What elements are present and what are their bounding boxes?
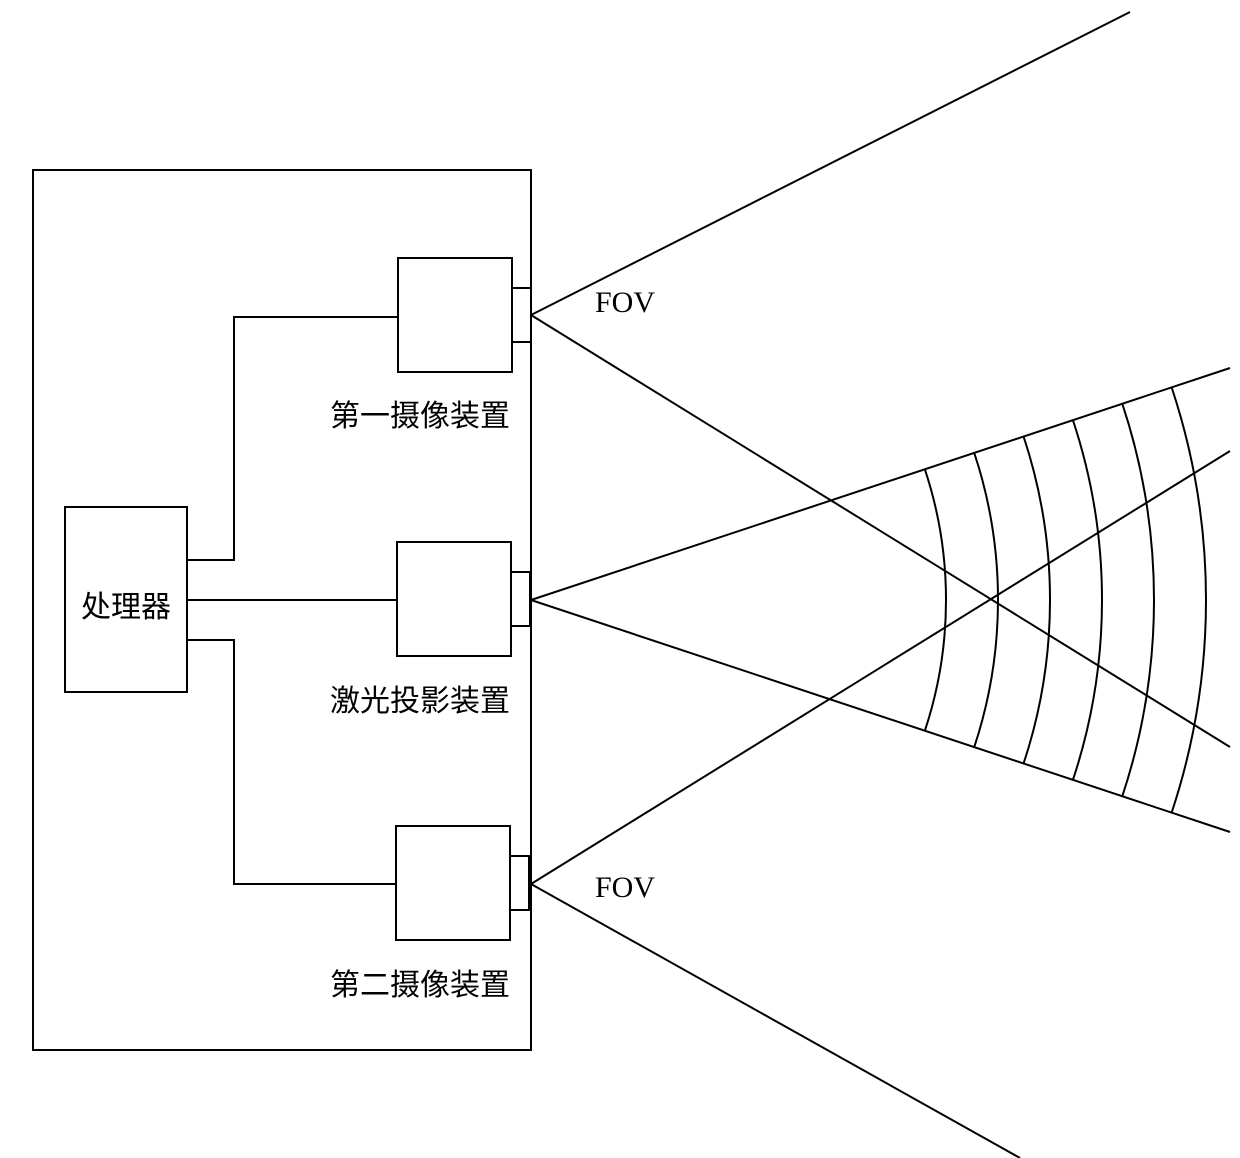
laser-arc-4 [1122,403,1154,796]
camera2-fov-label: FOV [595,871,655,905]
laser-arc-2 [1023,436,1050,764]
laser-label: 激光投影装置 [330,676,510,720]
camera1-label: 第一摄像装置 [330,391,510,435]
processor-label: 处理器 [81,582,171,626]
camera2-label: 第二摄像装置 [330,960,510,1004]
diagram-canvas [0,0,1240,1158]
camera1-fov-line-0 [531,12,1130,315]
camera1-box [398,258,512,372]
camera2-fov-line-0 [531,451,1230,884]
laser-arc-3 [1073,420,1102,780]
camera1-fov-label: FOV [595,286,655,320]
camera2-lens [510,856,529,910]
camera1-lens [512,288,531,342]
connection-1 [187,317,398,560]
camera2-fov-line-1 [531,884,1020,1158]
laser-arc-0 [925,469,946,731]
laser-lens [511,572,530,626]
laser-box [397,542,511,656]
laser-beam-line-0 [531,368,1230,600]
laser-arc-1 [974,453,998,748]
laser-beam-line-1 [531,600,1230,832]
camera1-fov-line-1 [531,315,1230,747]
camera2-box [396,826,510,940]
laser-arc-5 [1171,387,1206,813]
